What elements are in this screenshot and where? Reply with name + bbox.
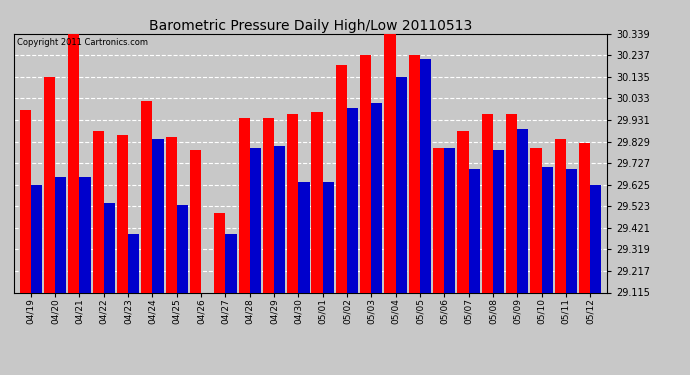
- Bar: [395, 77, 407, 292]
- Bar: [190, 150, 201, 292]
- Bar: [555, 139, 566, 292]
- Bar: [19, 110, 31, 292]
- Bar: [482, 114, 493, 292]
- Bar: [214, 213, 226, 292]
- Bar: [141, 101, 152, 292]
- Text: Copyright 2011 Cartronics.com: Copyright 2011 Cartronics.com: [17, 38, 148, 46]
- Bar: [68, 34, 79, 292]
- Bar: [92, 131, 104, 292]
- Title: Barometric Pressure Daily High/Low 20110513: Barometric Pressure Daily High/Low 20110…: [149, 19, 472, 33]
- Bar: [311, 112, 323, 292]
- Bar: [263, 118, 274, 292]
- Bar: [177, 205, 188, 292]
- Bar: [433, 148, 444, 292]
- Bar: [590, 184, 602, 292]
- Bar: [420, 59, 431, 292]
- Bar: [566, 169, 577, 292]
- Bar: [239, 118, 250, 292]
- Bar: [104, 202, 115, 292]
- Bar: [226, 234, 237, 292]
- Bar: [531, 148, 542, 292]
- Bar: [506, 114, 518, 292]
- Bar: [298, 182, 310, 292]
- Bar: [274, 146, 285, 292]
- Bar: [469, 169, 480, 292]
- Bar: [31, 184, 42, 292]
- Bar: [444, 148, 455, 292]
- Bar: [152, 139, 164, 292]
- Bar: [518, 129, 529, 292]
- Bar: [287, 114, 298, 292]
- Bar: [44, 77, 55, 292]
- Bar: [323, 182, 334, 292]
- Bar: [371, 103, 382, 292]
- Bar: [117, 135, 128, 292]
- Bar: [166, 137, 177, 292]
- Bar: [408, 56, 420, 292]
- Bar: [128, 234, 139, 292]
- Bar: [79, 177, 90, 292]
- Bar: [347, 108, 358, 292]
- Bar: [457, 131, 469, 292]
- Bar: [542, 167, 553, 292]
- Bar: [250, 148, 261, 292]
- Bar: [55, 177, 66, 292]
- Bar: [336, 65, 347, 292]
- Bar: [579, 144, 590, 292]
- Bar: [384, 34, 395, 292]
- Bar: [493, 150, 504, 292]
- Bar: [360, 56, 371, 292]
